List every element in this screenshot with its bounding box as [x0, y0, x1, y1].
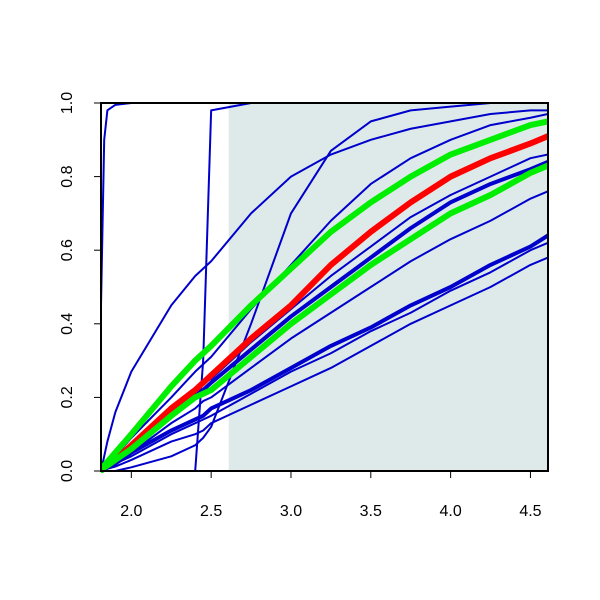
y-tick-label: 0.6 [59, 239, 76, 261]
y-tick-label: 0.0 [59, 460, 76, 482]
x-tick-label: 2.5 [200, 503, 222, 520]
x-tick-label: 2.0 [120, 503, 142, 520]
line [101, 109, 548, 472]
shaded-region [228, 103, 548, 471]
y-tick-label: 1.0 [59, 92, 76, 114]
x-tick-label: 4.0 [439, 503, 461, 520]
line [101, 162, 548, 473]
plot-frame [100, 102, 549, 472]
line [101, 118, 548, 473]
x-tick-label: 4.5 [519, 503, 541, 520]
x-tick-label: 3.5 [360, 503, 382, 520]
y-tick-label: 0.8 [59, 165, 76, 187]
y-tick-label: 0.2 [59, 386, 76, 408]
y-tick-label: 0.4 [59, 313, 76, 335]
line [101, 256, 548, 472]
x-tick-label: 3.0 [280, 503, 302, 520]
